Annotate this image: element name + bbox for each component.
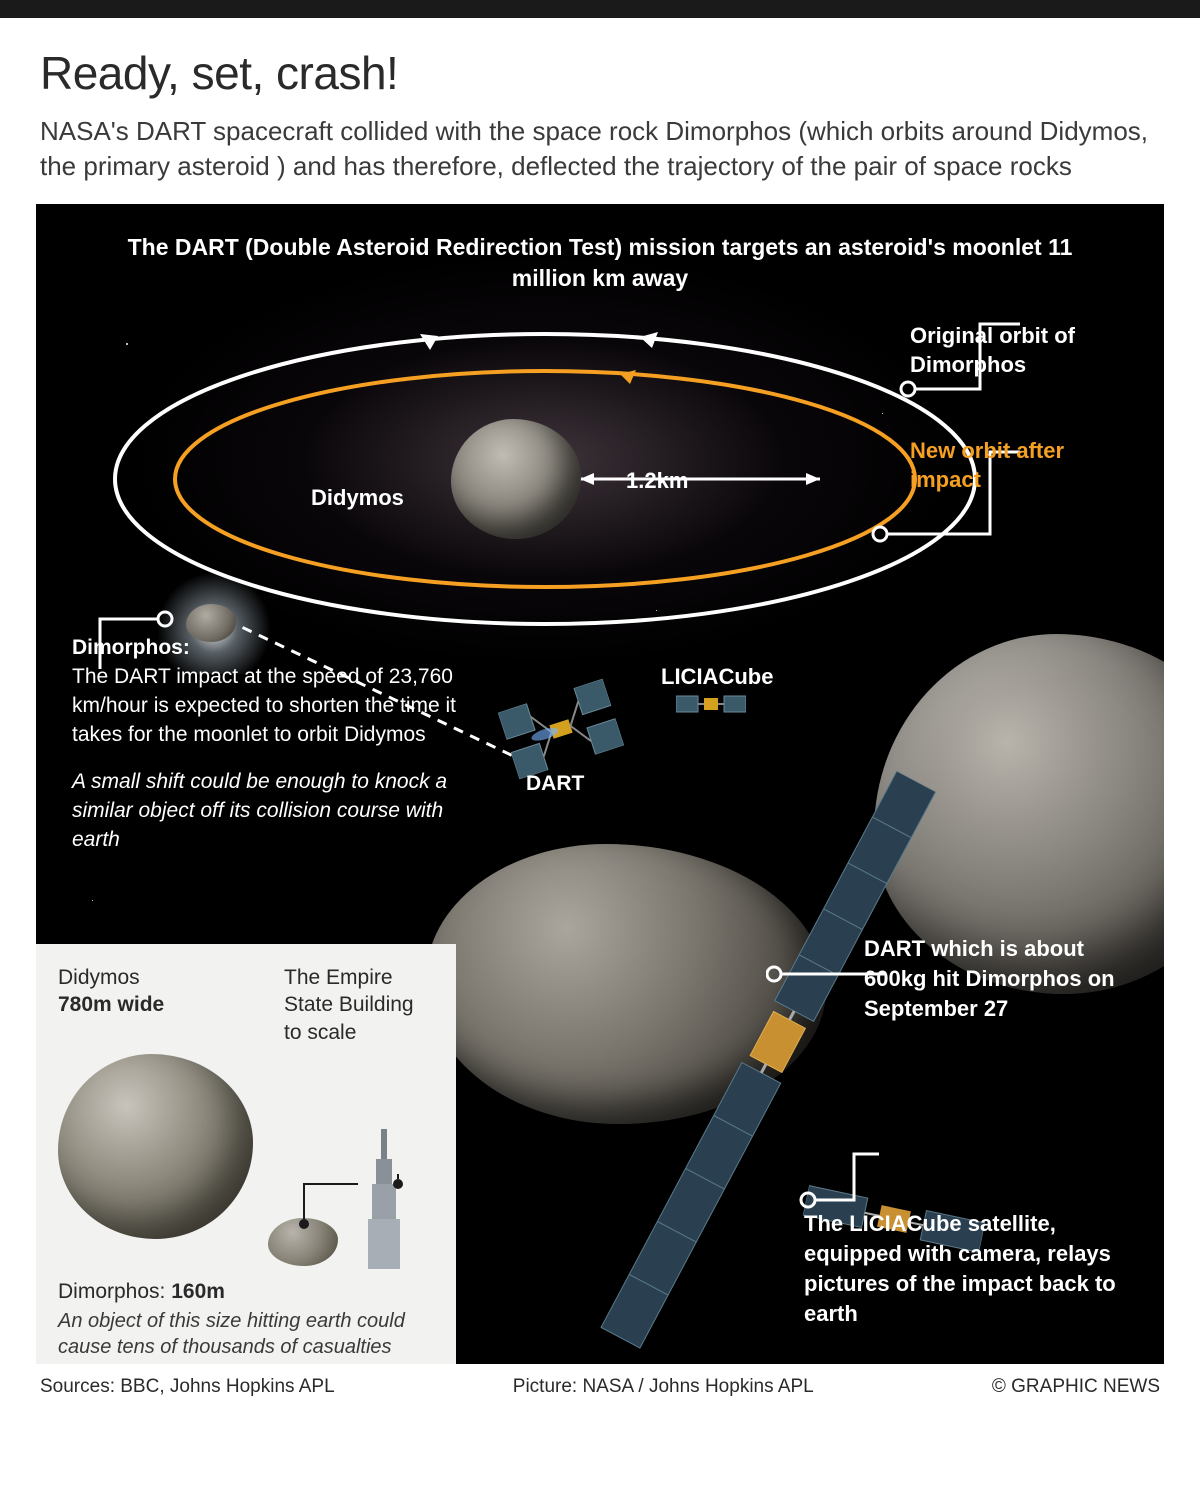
page-title: Ready, set, crash! xyxy=(40,46,1160,100)
footer-credit: © GRAPHIC NEWS xyxy=(992,1376,1160,1398)
main-graphic-panel: The DART (Double Asteroid Redirection Te… xyxy=(36,204,1164,1364)
dimorphos-body: The DART impact at the speed of 23,760 k… xyxy=(72,665,456,746)
inset-empire-col: The Empire State Building to scale xyxy=(284,964,434,1046)
liciacube-info-text: The LICIACube satellite, equipped with c… xyxy=(804,1209,1124,1328)
inset-dimorphos-label: Dimorphos: xyxy=(58,1280,165,1303)
liciacube-callout-line xyxy=(794,1144,884,1214)
dimorphos-title: Dimorphos: xyxy=(72,636,190,659)
size-comparison-inset: Didymos 780m wide The Empire State Build… xyxy=(36,944,456,1364)
distance-label: 1.2km xyxy=(626,467,688,496)
dimorphos-text-block: Dimorphos: The DART impact at the speed … xyxy=(72,634,492,855)
dart-info-text: DART which is about 600kg hit Dimorphos … xyxy=(864,934,1124,1023)
inset-empire-label: The Empire State Building to scale xyxy=(284,966,414,1044)
new-orbit-label: New orbit after impact xyxy=(910,437,1110,494)
page-subtitle: NASA's DART spacecraft collided with the… xyxy=(40,114,1160,184)
inset-dimorphos-size: 160m xyxy=(171,1280,225,1303)
orbit-diagram: Didymos 1.2km Original orbit of Dimorpho… xyxy=(96,274,1104,619)
header: Ready, set, crash! NASA's DART spacecraf… xyxy=(0,18,1200,204)
infographic-container: Ready, set, crash! NASA's DART spacecraf… xyxy=(0,0,1200,1418)
original-orbit-label: Original orbit of Dimorphos xyxy=(910,322,1110,379)
inset-didymos-size: 780m wide xyxy=(58,993,164,1016)
inset-didymos-col: Didymos 780m wide xyxy=(58,964,198,1046)
footer-picture: Picture: NASA / Johns Hopkins APL xyxy=(513,1376,814,1398)
footer: Sources: BBC, Johns Hopkins APL Picture:… xyxy=(0,1364,1200,1418)
inset-dimorphos-line: Dimorphos: 160m xyxy=(58,1280,434,1304)
top-black-bar xyxy=(0,0,1200,18)
inset-visual xyxy=(58,1054,434,1274)
inset-didymos-label: Didymos xyxy=(58,966,140,989)
dart-small-label: DART xyxy=(526,772,584,796)
inset-didymos-shape xyxy=(58,1054,253,1239)
inset-note: An object of this size hitting earth cou… xyxy=(58,1308,434,1360)
dimorphos-italic-note: A small shift could be enough to knock a… xyxy=(72,768,492,855)
didymos-label: Didymos xyxy=(311,484,404,513)
footer-sources: Sources: BBC, Johns Hopkins APL xyxy=(40,1376,335,1398)
